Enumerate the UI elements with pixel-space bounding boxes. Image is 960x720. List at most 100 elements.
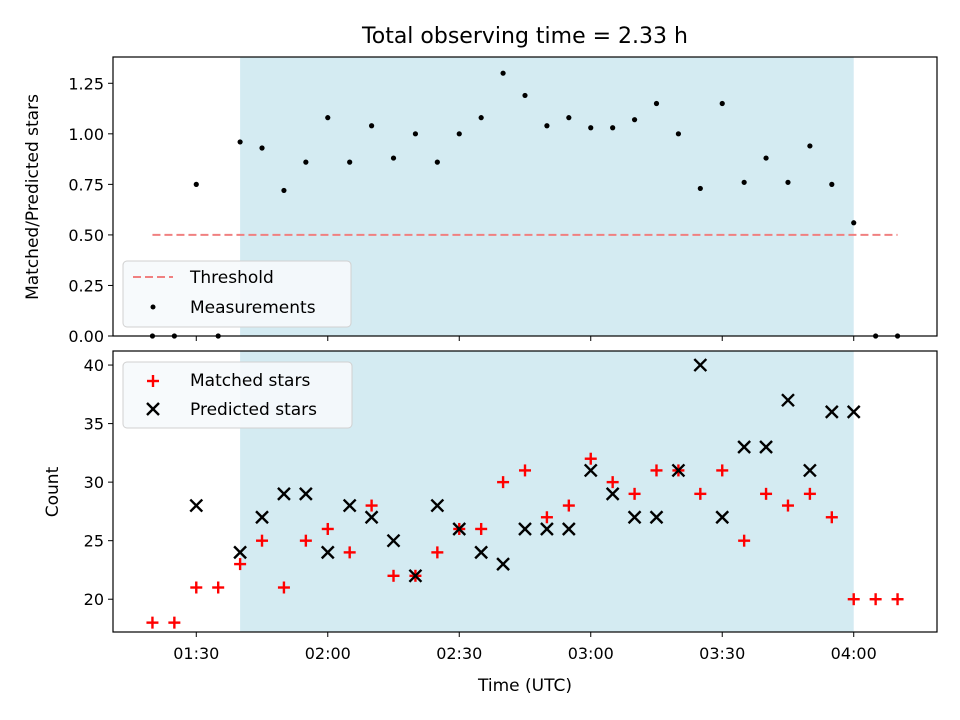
bottom-legend-box <box>122 361 353 429</box>
top-y-axis-label: Matched/Predicted stars <box>23 94 43 300</box>
top-y-tick-label: 1.00 <box>68 125 104 144</box>
predicted-star-point <box>737 440 751 454</box>
measurement-point <box>566 115 572 121</box>
predicted-star-point <box>386 533 401 548</box>
legend-predicted-swatch <box>146 402 160 416</box>
predicted-star-point <box>803 463 817 478</box>
measurement-point <box>368 123 375 129</box>
predicted-star-point <box>649 510 664 525</box>
top-legend-box <box>122 260 352 328</box>
bottom-x-ticks: 01:30 02:00 02:30 03:00 03:30 04:00 <box>173 632 877 663</box>
predicted-star-point <box>277 486 291 501</box>
bottom-y-tick-label: 25 <box>84 532 104 551</box>
legend-measurements-label: Measurements <box>190 298 316 318</box>
measurement-point <box>653 100 660 107</box>
predicted-star-point <box>715 510 730 525</box>
predicted-star-point <box>299 486 313 501</box>
x-tick-label: 02:30 <box>436 644 482 663</box>
x-tick-label: 02:00 <box>305 644 351 663</box>
matched-star-point <box>540 511 553 524</box>
legend-matched-swatch <box>147 375 159 387</box>
bottom-axes-frame <box>112 350 938 633</box>
matched-star-point <box>146 616 159 629</box>
predicted-star-point <box>540 522 554 536</box>
matched-star-point <box>803 487 816 500</box>
predicted-star-point <box>693 358 708 372</box>
measurement-point <box>785 179 791 185</box>
measurement-point <box>631 117 638 123</box>
matched-star-point <box>738 534 751 547</box>
legend-measurements-swatch <box>150 304 156 310</box>
matched-star-point <box>628 487 641 500</box>
top-y-tick-label: 0.75 <box>68 175 104 194</box>
predicted-star-point <box>474 545 489 560</box>
x-tick-label: 03:30 <box>699 644 745 663</box>
top-legend: Threshold Measurements <box>122 260 352 328</box>
predicted-star-point <box>408 568 423 583</box>
measurement-point <box>610 125 616 131</box>
legend-threshold-label: Threshold <box>189 268 274 288</box>
x-tick-label: 03:00 <box>568 644 614 663</box>
measurement-point <box>412 131 419 137</box>
matched-star-point <box>234 558 247 571</box>
measurement-point <box>544 123 550 129</box>
predicted-star-point <box>781 393 795 408</box>
legend-matched-label: Matched stars <box>190 371 310 391</box>
top-panel: 0.00 0.25 0.50 0.75 1.00 1.25 Matched/Predict… <box>23 56 938 346</box>
predicted-star-point <box>496 557 510 571</box>
x-axis-label: Time (UTC) <box>477 676 572 696</box>
measurement-point <box>193 181 199 187</box>
top-axes-frame <box>112 56 938 337</box>
measurement-point <box>434 159 440 165</box>
measurement-point <box>829 181 835 187</box>
matched-star-point <box>891 593 904 606</box>
measurement-point <box>325 115 331 121</box>
top-measurement-points <box>149 70 901 339</box>
predicted-star-point <box>605 486 620 501</box>
top-y-tick-label: 1.25 <box>68 74 104 93</box>
matched-star-point <box>475 522 488 535</box>
x-tick-label: 01:30 <box>173 644 219 663</box>
top-y-tick-label: 0.50 <box>68 226 104 245</box>
measurement-point <box>741 179 747 185</box>
matched-stars-points <box>146 452 904 629</box>
predicted-star-point <box>320 545 335 560</box>
top-x-ticks <box>195 336 855 341</box>
matched-star-point <box>760 487 773 500</box>
matched-star-point <box>869 593 882 606</box>
measurement-point <box>851 220 857 226</box>
matched-star-point <box>716 464 729 477</box>
x-tick-label: 04:00 <box>831 644 877 663</box>
predicted-star-point <box>583 463 598 478</box>
bottom-y-ticks: 20 25 30 35 40 <box>84 356 113 609</box>
measurement-point <box>675 131 682 137</box>
predicted-star-point <box>342 498 357 513</box>
matched-star-point <box>277 581 290 594</box>
chart-title: Total observing time = 2.33 h <box>361 24 688 49</box>
measurement-point <box>259 145 265 151</box>
matched-star-point <box>781 499 794 512</box>
measurement-point <box>478 115 484 121</box>
measurement-point <box>390 155 397 161</box>
matched-star-point <box>519 464 531 477</box>
predicted-star-point <box>364 510 379 525</box>
measurement-point <box>303 159 309 165</box>
matched-star-point <box>321 522 334 535</box>
top-y-ticks: 0.00 0.25 0.50 0.75 1.00 1.25 <box>68 74 113 346</box>
top-y-tick-label: 0.00 <box>68 327 104 346</box>
matched-star-point <box>825 511 838 524</box>
matched-star-point <box>256 534 269 547</box>
measurement-point <box>522 92 528 99</box>
matched-star-point <box>431 546 444 559</box>
predicted-star-point <box>518 522 532 536</box>
matched-star-point <box>497 476 510 489</box>
matched-star-point <box>168 616 181 629</box>
predicted-star-point <box>430 498 445 513</box>
measurement-point <box>719 100 725 107</box>
predicted-star-point <box>824 405 839 419</box>
measurement-point <box>456 131 462 137</box>
predicted-star-point <box>627 510 642 525</box>
bottom-y-axis-label: Count <box>43 466 63 517</box>
bottom-y-tick-label: 40 <box>84 356 104 375</box>
matched-star-point <box>190 581 203 594</box>
